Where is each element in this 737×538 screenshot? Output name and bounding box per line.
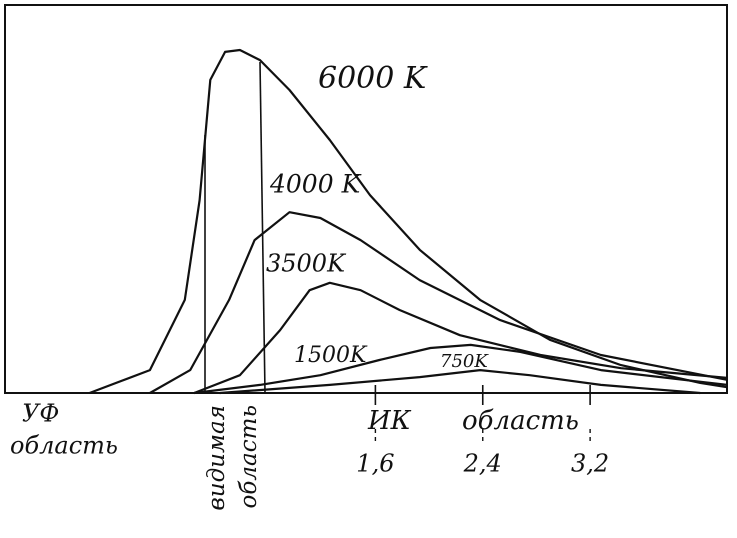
uv-label: область [10, 432, 118, 460]
visible-label: область [236, 405, 262, 508]
curve [89, 48, 728, 395]
uv-label: УФ [22, 400, 59, 428]
series-label: 3500K [266, 250, 347, 278]
x-tick-label: 2,4 [463, 450, 502, 478]
plot-frame [4, 4, 728, 394]
curve [149, 211, 728, 394]
series-label: 6000 K [318, 61, 428, 96]
curve [194, 343, 728, 395]
ir-label: область [462, 406, 579, 436]
curve [219, 369, 701, 395]
x-tick-label: 1,6 [356, 450, 394, 478]
curve [193, 281, 728, 395]
ir-label: ИК [367, 406, 412, 436]
series-label: 4000 K [269, 170, 362, 199]
series-label: 750K [440, 351, 489, 372]
visible-label: видимая [204, 405, 230, 511]
series-label: 1500K [294, 343, 368, 368]
x-tick-label: 3,2 [571, 450, 609, 478]
visible-boundary [259, 61, 266, 394]
